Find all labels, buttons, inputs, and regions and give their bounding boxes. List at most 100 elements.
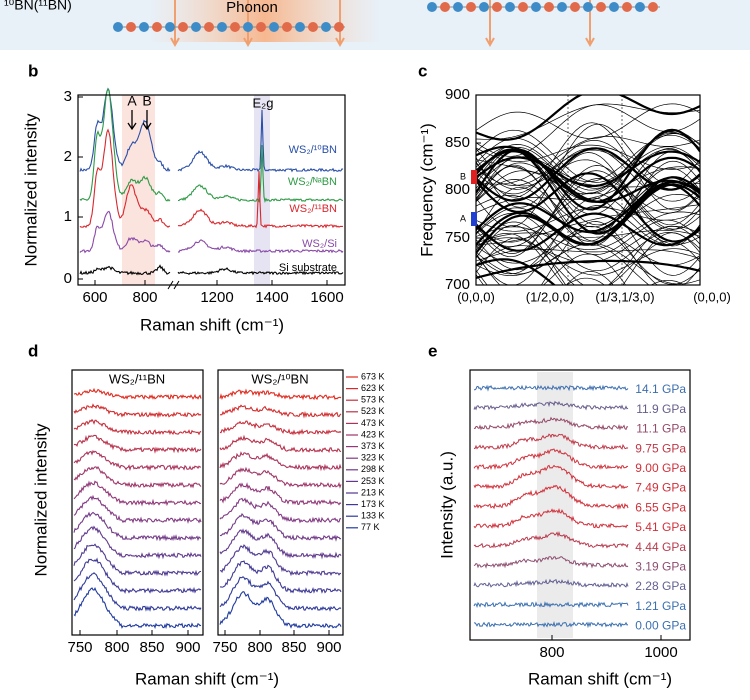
band — [476, 270, 605, 285]
spectrum — [219, 560, 342, 594]
atom — [531, 2, 541, 12]
atom — [492, 2, 502, 12]
band — [476, 225, 700, 285]
legend-label: 253 K — [361, 476, 385, 486]
spectrum — [73, 494, 202, 524]
y-tick-label: 3 — [64, 88, 72, 105]
pressure-label: 2.28 GPa — [635, 579, 686, 593]
y-tick-label: 0 — [64, 270, 72, 287]
pressure-label: 1.21 GPa — [635, 599, 686, 613]
band — [476, 95, 700, 141]
legend-label: 77 K — [361, 522, 380, 532]
mode-label: E₂g — [253, 95, 274, 110]
band — [476, 258, 557, 285]
panel-title: WS₂/¹⁰BN — [251, 371, 308, 386]
atom — [230, 22, 240, 32]
spectrum — [473, 433, 629, 451]
band — [476, 103, 700, 139]
banner-art — [113, 0, 660, 48]
band — [476, 242, 700, 285]
spectrum — [178, 145, 344, 204]
atom — [334, 22, 344, 32]
x-tick-label: 1600 — [310, 289, 343, 306]
y-axis-label: Normalized intensity — [21, 113, 40, 267]
spectrum — [177, 267, 344, 276]
spectrum — [79, 264, 171, 276]
atom — [178, 22, 188, 32]
atom — [427, 2, 437, 12]
pressure-label: 11.1 GPa — [636, 422, 686, 436]
atom — [557, 2, 567, 12]
band — [476, 212, 700, 252]
spectrum — [73, 511, 202, 542]
spectrum — [79, 87, 171, 172]
x-tick-label: 750 — [67, 639, 92, 656]
spectrum — [473, 448, 629, 471]
band — [476, 180, 700, 234]
banner-label: ¹⁰BN(¹¹BN) — [4, 0, 72, 13]
spectrum — [473, 464, 629, 490]
band — [476, 221, 700, 285]
y-tick-label: 2 — [64, 148, 72, 165]
pressure-label: 14.1 GPa — [635, 382, 686, 396]
band — [476, 165, 700, 258]
spectrum — [219, 591, 342, 629]
spectrum — [73, 543, 201, 577]
band-structure — [476, 95, 700, 285]
atom — [518, 2, 528, 12]
panel-letter: e — [428, 341, 437, 360]
legend-label: 373 K — [361, 441, 385, 451]
pressure-label: 0.00 GPa — [635, 619, 686, 633]
band — [476, 140, 700, 195]
marker-b — [471, 170, 477, 184]
band — [476, 150, 700, 203]
band — [476, 128, 700, 211]
band — [476, 122, 700, 211]
y-tick-label: 800 — [445, 181, 470, 198]
shade — [122, 95, 155, 285]
band — [476, 172, 700, 243]
phonon-arrow — [170, 0, 180, 48]
band — [476, 123, 700, 228]
spectrum — [73, 434, 202, 454]
band — [476, 147, 700, 202]
x-tick-label: (0,0,0) — [693, 289, 731, 304]
x-tick-label: 800 — [247, 639, 272, 656]
y-tick-label: 1 — [64, 208, 72, 225]
spectrum — [73, 480, 202, 507]
pressure-label: 4.44 GPa — [635, 540, 686, 554]
band — [476, 229, 700, 244]
atom — [453, 2, 463, 12]
band — [476, 229, 700, 266]
pressure-label: 9.75 GPa — [635, 441, 686, 455]
spectrum — [177, 239, 344, 254]
band — [476, 166, 700, 214]
x-tick-label: 800 — [539, 644, 564, 661]
atom — [440, 2, 450, 12]
axes-frame — [77, 94, 346, 286]
spectrum — [473, 601, 629, 609]
panel-letter: c — [418, 61, 427, 80]
trace-label: WS₂/¹¹BN — [289, 203, 337, 215]
spectrum — [219, 482, 342, 506]
pressure-label: 11.9 GPa — [636, 402, 686, 416]
spectrum — [73, 449, 202, 472]
spectrum — [73, 418, 202, 436]
y-tick-label: 850 — [445, 134, 470, 151]
axes-frame — [217, 369, 344, 636]
spectrum — [219, 434, 342, 454]
spectrum — [473, 508, 629, 529]
atom — [126, 22, 136, 32]
atom — [256, 22, 266, 32]
marker-label: A — [460, 213, 466, 223]
atom — [583, 2, 593, 12]
phonon-label: Phonon — [226, 0, 278, 16]
legend-label: 523 K — [361, 406, 385, 416]
peak-label: A — [127, 93, 137, 109]
band — [476, 248, 700, 262]
band — [476, 271, 614, 285]
x-tick-label: 800 — [104, 639, 129, 656]
spectrum — [73, 465, 202, 489]
shade — [537, 372, 573, 638]
spectrum — [73, 587, 202, 629]
